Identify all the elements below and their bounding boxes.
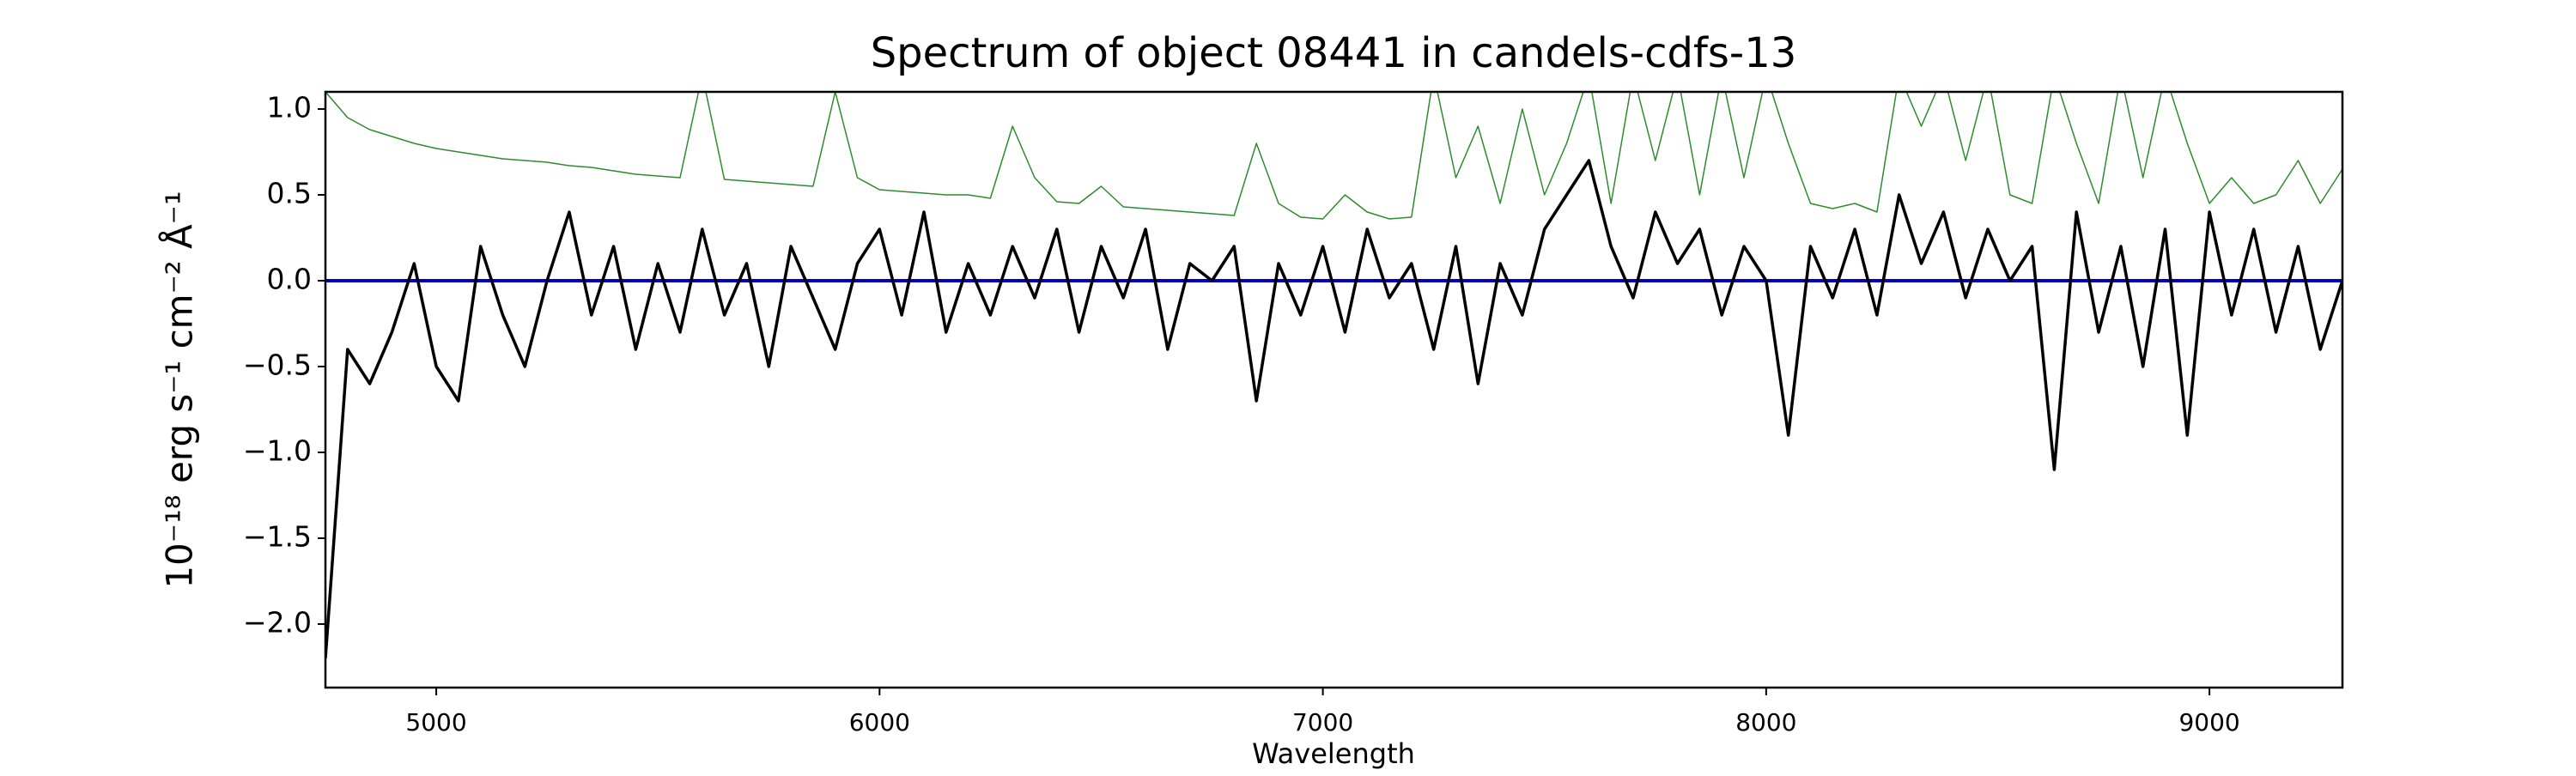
chart-title: Spectrum of object 08441 in candels-cdfs… (871, 29, 1797, 77)
y-tick-label: −1.5 (243, 520, 312, 554)
x-tick-label: 7000 (1292, 708, 1353, 737)
y-tick-label: 0.5 (267, 177, 312, 210)
y-tick-label: 0.0 (267, 263, 312, 296)
x-tick-label: 5000 (405, 708, 466, 737)
plot-frame (324, 90, 2344, 689)
x-tick-label: 8000 (1735, 708, 1796, 737)
y-axis-label: 10⁻¹⁸ erg s⁻¹ cm⁻² Å⁻¹ (158, 191, 201, 588)
y-tick-label: −2.0 (243, 606, 312, 640)
y-tick-label: −1.0 (243, 434, 312, 468)
y-tick-label: 1.0 (267, 91, 312, 124)
x-tick-label: 9000 (2178, 708, 2239, 737)
x-tick-label: 6000 (849, 708, 910, 737)
x-axis-label: Wavelength (1252, 737, 1415, 770)
plot-area (325, 92, 2342, 659)
y-tick-label: −0.5 (243, 349, 312, 382)
series-line (325, 159, 2342, 659)
series-line (325, 92, 2342, 220)
